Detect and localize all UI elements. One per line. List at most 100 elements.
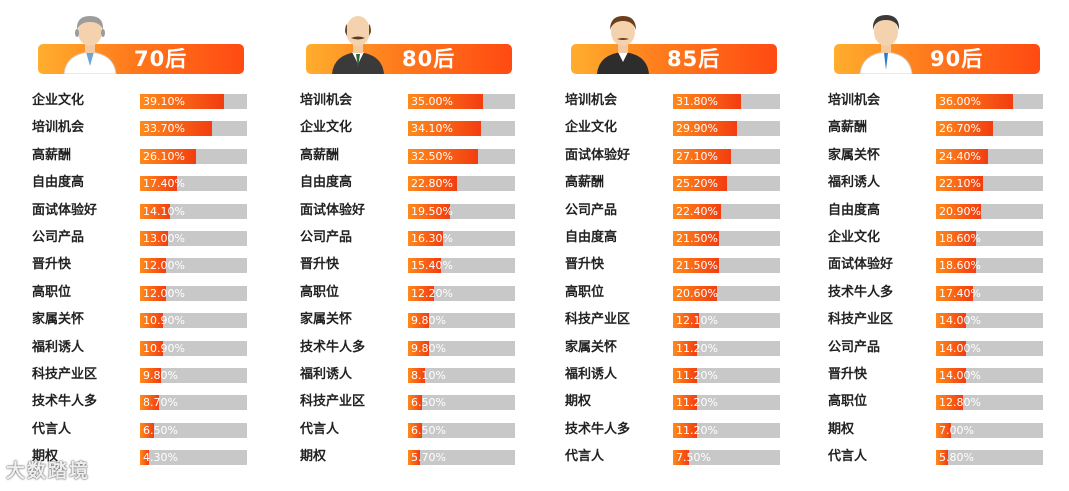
category-label: 面试体验好	[828, 257, 894, 273]
category-label: 公司产品	[828, 339, 881, 355]
bar	[673, 121, 737, 137]
watermark-logo: 大数踏境	[6, 458, 90, 484]
bar	[936, 121, 994, 137]
bald-man-mustache-icon	[328, 8, 388, 74]
panel-title: 70后	[134, 47, 188, 71]
bar	[140, 176, 178, 192]
bar-row: 高薪酬 26.70%	[828, 119, 1068, 137]
bar	[140, 231, 168, 246]
bar-track: 14.00%	[936, 340, 1043, 356]
category-label: 企业文化	[565, 120, 618, 136]
bar	[673, 148, 731, 164]
bar-row: 晋升快 21.50%	[565, 256, 805, 274]
data-label: 39.10%	[143, 95, 185, 108]
data-label: 6.50%	[143, 423, 178, 437]
category-label: 高职位	[828, 394, 868, 410]
category-label: 培训机会	[32, 120, 85, 136]
chart-panel: 80后 培训机会 35.00% 企业文化 34.10% 高薪酬 32.50% 自由度高 22.…	[300, 0, 540, 491]
bar	[936, 340, 966, 356]
panel-title: 85后	[667, 47, 721, 71]
data-label: 10.90%	[143, 314, 185, 328]
category-label: 自由度高	[565, 230, 618, 245]
bar	[936, 313, 966, 329]
data-label: 16.30%	[411, 232, 453, 245]
bar	[673, 422, 697, 438]
data-label: 7.00%	[939, 423, 974, 437]
category-label: 企业文化	[828, 230, 881, 245]
category-label: 高薪酬	[828, 120, 868, 136]
bar-row: 代言人 7.50%	[565, 448, 805, 466]
bar-row: 高职位 12.20%	[300, 284, 540, 302]
bar-track: 8.70%	[140, 395, 247, 411]
bar	[936, 94, 1014, 109]
data-label: 5.70%	[411, 451, 446, 465]
bar-row: 培训机会 35.00%	[300, 92, 540, 110]
data-label: 14.00%	[939, 341, 981, 355]
data-label: 20.60%	[676, 286, 718, 300]
category-label: 面试体验好	[300, 202, 366, 218]
bar-row: 家属关怀 9.80%	[300, 311, 540, 329]
category-label: 福利诱人	[300, 367, 353, 382]
bar-row: 科技产业区 14.00%	[828, 311, 1068, 329]
bar-track: 14.10%	[140, 203, 247, 219]
bar	[673, 313, 699, 329]
bar-track: 26.70%	[936, 121, 1043, 137]
category-label: 晋升快	[828, 367, 868, 382]
bar-row: 公司产品 13.00%	[32, 229, 272, 247]
category-label: 代言人	[32, 421, 72, 437]
bar-row: 面试体验好 18.60%	[828, 256, 1068, 274]
bar	[140, 148, 196, 164]
bar	[936, 368, 966, 383]
data-label: 12.00%	[143, 286, 185, 300]
bar	[936, 176, 984, 192]
bar-track: 14.00%	[936, 313, 1043, 329]
bar-track: 25.20%	[673, 176, 780, 192]
bar-track: 27.10%	[673, 148, 780, 164]
data-label: 12.80%	[939, 396, 981, 410]
bar	[140, 313, 164, 329]
bar-row: 高职位 12.00%	[32, 284, 272, 302]
bar-row: 福利诱人 22.10%	[828, 174, 1068, 192]
category-label: 期权	[32, 449, 59, 465]
bar-row: 培训机会 33.70%	[32, 119, 272, 137]
category-label: 面试体验好	[32, 202, 98, 218]
bar	[673, 450, 690, 466]
category-label: 自由度高	[300, 175, 353, 191]
category-label: 福利诱人	[828, 175, 881, 191]
bar-track: 39.10%	[140, 94, 247, 109]
bar-track: 20.60%	[673, 285, 780, 301]
category-label: 科技产业区	[565, 312, 631, 328]
category-label: 福利诱人	[565, 367, 618, 382]
category-label: 公司产品	[300, 230, 353, 245]
bar-track: 10.90%	[140, 313, 247, 329]
category-label: 代言人	[300, 421, 340, 437]
bar-row: 代言人 6.50%	[300, 421, 540, 439]
data-label: 6.50%	[411, 396, 446, 410]
data-label: 24.40%	[939, 149, 981, 163]
bar	[140, 121, 213, 137]
bar-row: 高职位 12.80%	[828, 393, 1068, 411]
bar-row: 福利诱人 10.90%	[32, 339, 272, 357]
data-label: 18.60%	[939, 232, 981, 245]
category-label: 科技产业区	[32, 367, 98, 382]
bar	[408, 313, 429, 329]
bar-track: 5.80%	[936, 450, 1043, 466]
category-label: 高薪酬	[300, 147, 340, 163]
bar	[408, 422, 422, 438]
bar-track: 11.20%	[673, 368, 780, 383]
bar-track: 13.00%	[140, 231, 247, 246]
bar-row: 科技产业区 12.10%	[565, 311, 805, 329]
bar-row: 技术牛人多 8.70%	[32, 393, 272, 411]
bar	[140, 203, 171, 219]
category-label: 福利诱人	[32, 339, 85, 355]
bar-track: 11.20%	[673, 422, 780, 438]
bar-track: 18.60%	[936, 231, 1043, 246]
bar-row: 企业文化 18.60%	[828, 229, 1068, 247]
bar-row: 代言人 6.50%	[32, 421, 272, 439]
bar-row: 科技产业区 9.80%	[32, 366, 272, 384]
category-label: 企业文化	[32, 93, 85, 108]
category-label: 家属关怀	[828, 147, 881, 163]
category-label: 技术牛人多	[828, 284, 894, 300]
watermark-text: 大数踏境	[6, 460, 91, 482]
bar-track: 26.10%	[140, 148, 247, 164]
